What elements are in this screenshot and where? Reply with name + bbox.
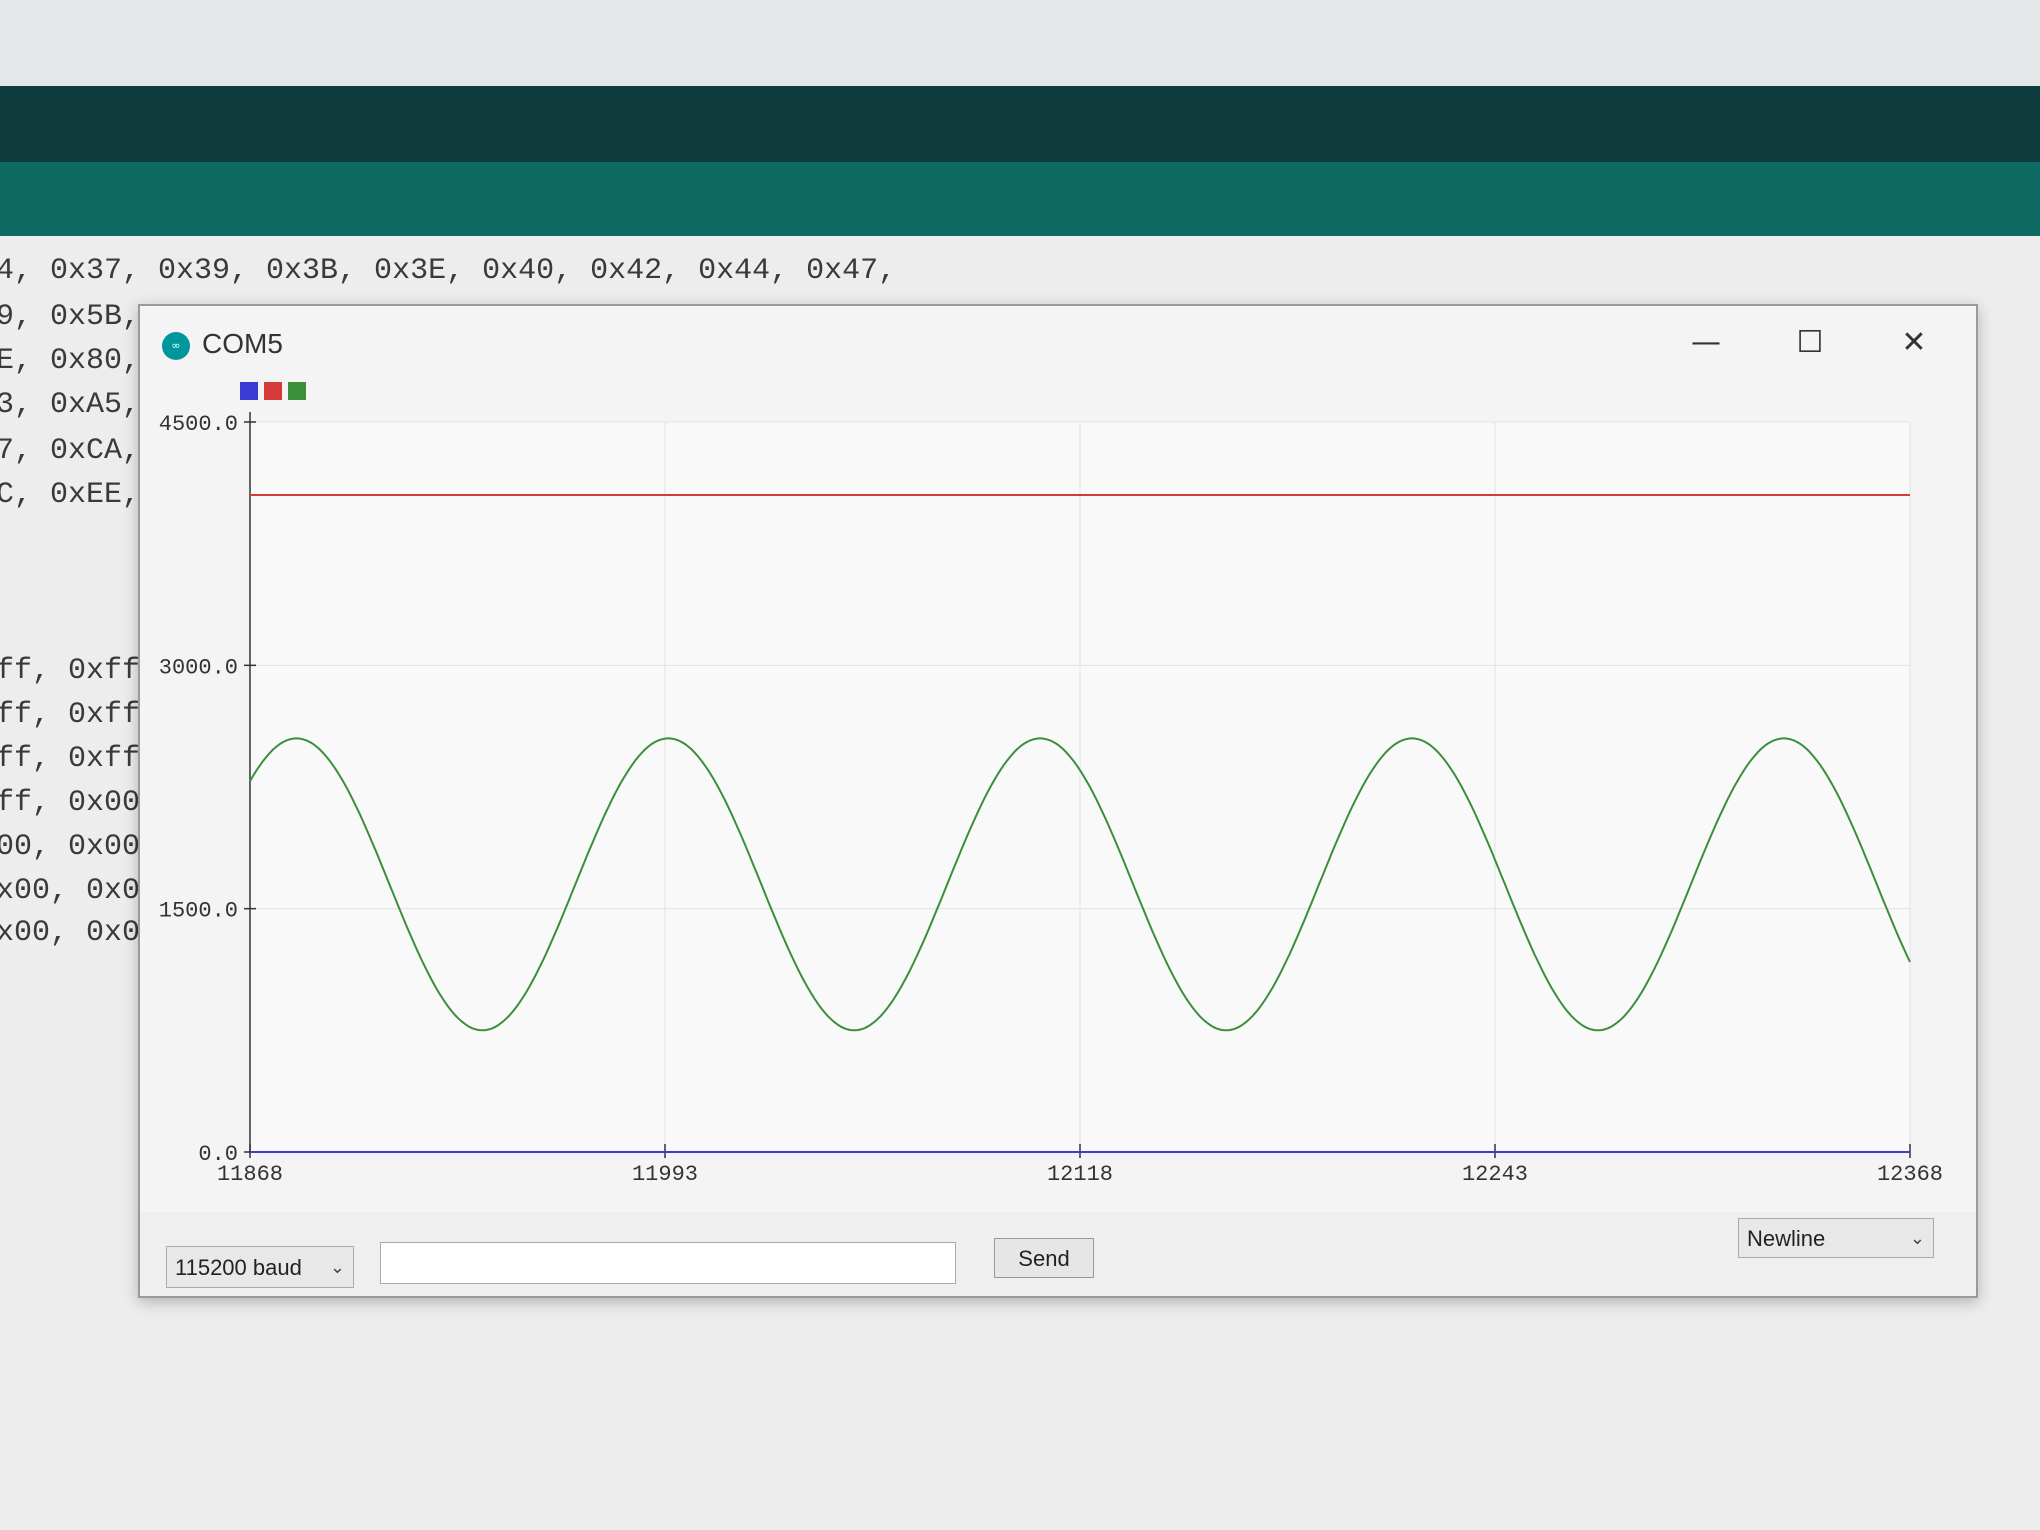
- code-line: E, 0x80,: [0, 344, 141, 378]
- code-line: 3, 0xA5,: [0, 388, 141, 422]
- x-tick-label: 11993: [632, 1162, 698, 1187]
- code-line: 4, 0x37, 0x39, 0x3B, 0x3E, 0x40, 0x42, 0…: [0, 254, 897, 288]
- close-icon[interactable]: ✕: [1901, 325, 1927, 360]
- code-line: 7, 0xCA,: [0, 434, 141, 468]
- title-bar[interactable]: ∞ COM5 — ☐ ✕: [140, 306, 1976, 382]
- x-tick-label: 11868: [217, 1162, 283, 1187]
- arduino-logo-icon: ∞: [162, 332, 190, 360]
- line-ending-value: Newline: [1747, 1226, 1826, 1251]
- line-ending-select[interactable]: Newline ⌄: [1738, 1218, 1934, 1258]
- code-line: C, 0xEE,: [0, 478, 141, 512]
- send-button[interactable]: Send: [994, 1238, 1094, 1278]
- legend-swatch: [288, 382, 306, 400]
- code-line: ff, 0x00,: [0, 786, 159, 820]
- minimize-icon[interactable]: —: [1691, 325, 1721, 360]
- series-line-3: [249, 737, 1911, 1032]
- window-title: COM5: [202, 328, 283, 359]
- chevron-down-icon: ⌄: [329, 1257, 345, 1278]
- y-tick-label: 3000.0: [159, 655, 238, 680]
- code-line: 00, 0x00,: [0, 830, 159, 864]
- x-tick-labels: 11868 11993 12118 12243 12368: [217, 1162, 1943, 1187]
- y-tick-label: 1500.0: [159, 899, 238, 924]
- y-tick-label: 0.0: [198, 1142, 238, 1167]
- serial-plot-chart: 4500.0 3000.0 1500.0 0.0 11868 11993 12118 122…: [159, 382, 1943, 1187]
- x-tick-label: 12243: [1462, 1162, 1528, 1187]
- send-input[interactable]: [380, 1242, 956, 1284]
- serial-plotter-window[interactable]: ∞ COM5 — ☐ ✕ 4500.0 3000.0 1500.0 0.0 11868…: [138, 304, 1978, 1298]
- y-tick-labels: 4500.0 3000.0 1500.0 0.0: [159, 412, 238, 1167]
- code-line: 9, 0x5B,: [0, 300, 141, 334]
- baud-rate-value: 115200 baud: [175, 1255, 302, 1280]
- ide-top-strip: [0, 0, 2040, 86]
- plot-series: [249, 494, 1911, 1153]
- plot-legend: [240, 382, 306, 400]
- serial-controls-bar: 115200 baud ⌄ Send Newline ⌄: [140, 1212, 1976, 1296]
- ide-menu-bar: [0, 86, 2040, 162]
- maximize-icon[interactable]: ☐: [1796, 325, 1824, 360]
- chevron-down-icon: ⌄: [1909, 1228, 1925, 1249]
- x-tick-label: 12368: [1877, 1162, 1943, 1187]
- ide-toolbar: [0, 162, 2040, 236]
- y-tick-label: 4500.0: [159, 412, 238, 437]
- code-line: ff, 0xff,: [0, 742, 159, 776]
- baud-rate-select[interactable]: 115200 baud ⌄: [166, 1246, 354, 1288]
- x-tick-label: 12118: [1047, 1162, 1113, 1187]
- legend-swatch: [264, 382, 282, 400]
- legend-swatch: [240, 382, 258, 400]
- code-line: ff, 0xff,: [0, 698, 159, 732]
- code-line: ff, 0xff,: [0, 654, 159, 688]
- plot-grid: [249, 421, 1911, 1153]
